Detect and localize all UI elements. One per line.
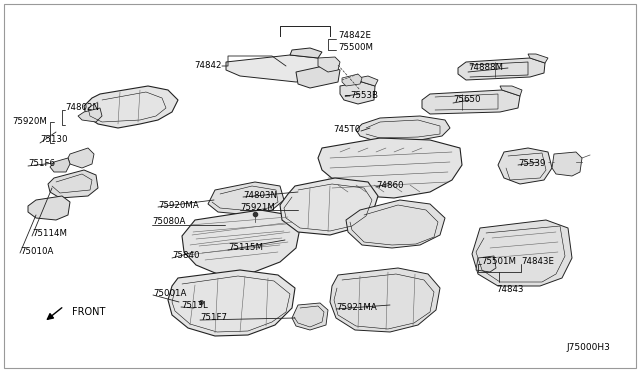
Text: 7553B: 7553B [350,92,378,100]
Text: 75539: 75539 [518,158,545,167]
Polygon shape [182,210,300,275]
Text: 75500M: 75500M [338,42,373,51]
Text: 75114M: 75114M [32,230,67,238]
Text: 75920MA: 75920MA [158,201,199,209]
Polygon shape [226,55,330,82]
Polygon shape [528,54,548,63]
Polygon shape [84,86,178,128]
Text: 75080A: 75080A [152,218,186,227]
Text: J75000H3: J75000H3 [566,343,610,353]
Polygon shape [342,74,362,86]
Text: 75921MA: 75921MA [336,304,377,312]
Text: 75650: 75650 [453,96,481,105]
Polygon shape [318,138,462,198]
Text: 74803N: 74803N [243,190,277,199]
Polygon shape [290,48,322,58]
Polygon shape [50,158,70,172]
Polygon shape [78,108,102,122]
Polygon shape [458,58,545,80]
Polygon shape [346,200,445,248]
Polygon shape [498,148,552,184]
Text: 75010A: 75010A [20,247,53,257]
Polygon shape [280,178,378,235]
Text: 74843E: 74843E [521,257,554,266]
Text: 74843: 74843 [496,285,524,295]
Polygon shape [356,116,450,142]
Text: 7513L: 7513L [181,301,208,310]
Polygon shape [340,82,375,104]
Text: 74842E: 74842E [338,32,371,41]
Polygon shape [476,256,496,272]
Polygon shape [358,76,378,86]
Text: 75115M: 75115M [228,244,263,253]
Polygon shape [472,220,572,286]
Polygon shape [330,268,440,332]
Text: 74802N: 74802N [65,103,99,112]
Text: 751F7: 751F7 [200,314,227,323]
Text: 75130: 75130 [40,135,67,144]
Polygon shape [292,303,328,330]
Polygon shape [68,148,94,168]
Polygon shape [296,65,340,88]
Text: 75840: 75840 [172,251,200,260]
Polygon shape [552,152,582,176]
Text: 74860: 74860 [376,182,403,190]
Text: 745T0: 745T0 [333,125,361,135]
Text: 75501M: 75501M [481,257,516,266]
Polygon shape [318,57,340,72]
Text: 751F6: 751F6 [28,158,55,167]
Text: 75920M: 75920M [12,118,47,126]
Polygon shape [28,196,70,220]
Text: 74888M: 74888M [468,64,503,73]
Text: 75921M: 75921M [240,202,275,212]
Polygon shape [422,90,520,114]
Text: 75001A: 75001A [153,289,186,298]
Polygon shape [48,170,98,198]
Polygon shape [208,182,284,215]
Text: 74842: 74842 [195,61,222,71]
Polygon shape [168,270,295,336]
Polygon shape [500,86,522,96]
Text: FRONT: FRONT [72,307,106,317]
